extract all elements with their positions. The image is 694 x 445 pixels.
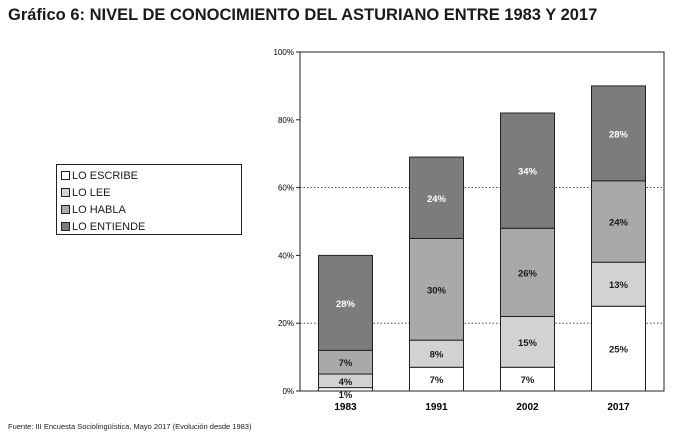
y-tick-label: 0% (282, 387, 294, 396)
data-label: 4% (339, 377, 353, 388)
legend-label: LO LEE (72, 186, 111, 199)
bar-segment (500, 315, 555, 368)
data-label: 13% (609, 280, 629, 291)
data-label: 1% (339, 390, 353, 401)
legend-swatch (61, 222, 70, 231)
data-label: 8% (430, 350, 444, 361)
legend-label: LO HABLA (72, 203, 126, 216)
data-label: 26% (518, 268, 538, 279)
legend: LO ESCRIBE LO LEE LO HABLA LO ENTIENDE (56, 164, 242, 235)
y-tick-label: 100% (274, 48, 294, 57)
y-tick-label: 20% (278, 319, 294, 328)
bar-segment (500, 112, 555, 229)
legend-swatch (61, 188, 70, 197)
plot-frame (299, 51, 665, 392)
legend-swatch (61, 171, 70, 180)
bar-segment (318, 254, 373, 351)
data-label: 7% (430, 375, 444, 386)
bar-segment (409, 237, 464, 341)
x-tick-label: 2017 (607, 402, 630, 413)
chart-title: Gráfico 6: NIVEL DE CONOCIMIENTO DEL AST… (8, 6, 598, 24)
data-label: 24% (427, 194, 447, 205)
data-label: 30% (427, 285, 447, 296)
bar-segment (591, 85, 646, 182)
data-label: 28% (336, 299, 356, 310)
y-tick-label: 80% (278, 116, 294, 125)
data-label: 34% (518, 167, 538, 178)
legend-item: LO LEE (61, 184, 241, 201)
y-tick-label: 60% (278, 184, 294, 193)
data-label: 7% (339, 358, 353, 369)
legend-label: LO ESCRIBE (72, 169, 139, 182)
data-label: 28% (609, 129, 629, 140)
legend-item: LO ENTIENDE (61, 218, 241, 235)
data-label: 15% (518, 338, 538, 349)
x-tick-label: 1983 (334, 402, 357, 413)
bar-segment (591, 180, 646, 263)
legend-swatch (61, 205, 70, 214)
bar-segment (591, 305, 646, 392)
legend-item: LO ESCRIBE (61, 167, 241, 184)
legend-label: LO ENTIENDE (72, 220, 146, 233)
data-label: 24% (609, 218, 629, 229)
bar-segment (409, 156, 464, 239)
bar-segment (409, 339, 464, 368)
legend-item: LO HABLA (61, 201, 241, 218)
x-tick-label: 1991 (425, 402, 448, 413)
data-label: 7% (521, 375, 535, 386)
data-label: 25% (609, 345, 629, 356)
y-tick-label: 40% (278, 251, 294, 260)
bar-segment (591, 261, 646, 307)
x-tick-label: 2002 (516, 402, 539, 413)
source-note: Fuente: III Encuesta Sociolingüística, M… (8, 422, 252, 431)
